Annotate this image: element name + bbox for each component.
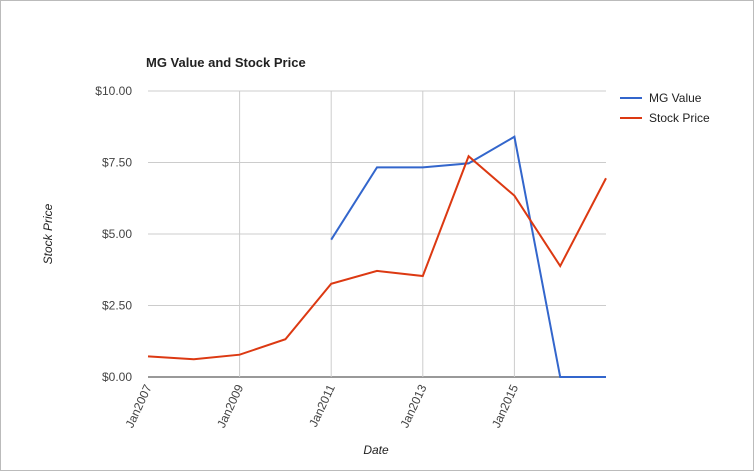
series-line bbox=[330, 135, 606, 378]
y-tick-label: $7.50 bbox=[102, 156, 132, 170]
y-tick-label: $10.00 bbox=[95, 84, 132, 98]
series-line bbox=[147, 154, 607, 361]
y-tick-label: $0.00 bbox=[102, 370, 132, 384]
legend-label: Stock Price bbox=[649, 111, 710, 125]
y-tick-label: $5.00 bbox=[102, 227, 132, 241]
chart-title: MG Value and Stock Price bbox=[146, 55, 306, 70]
x-axis-label: Date bbox=[363, 443, 389, 457]
y-axis-label: Stock Price bbox=[41, 203, 55, 264]
legend-label: MG Value bbox=[649, 91, 702, 105]
y-tick-label: $2.50 bbox=[102, 299, 132, 313]
